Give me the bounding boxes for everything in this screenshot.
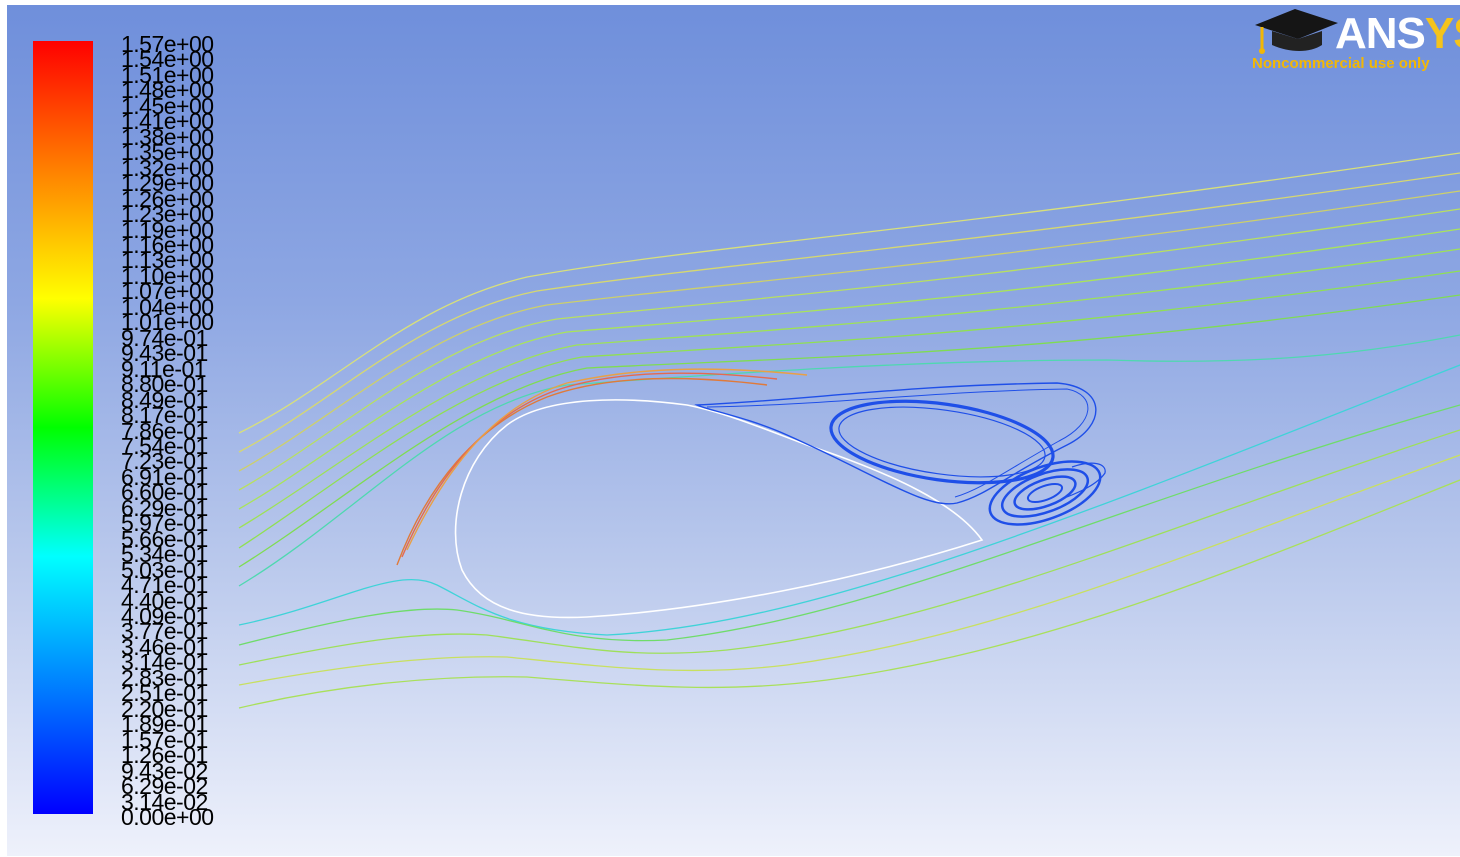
color-bar-tick-label: 3.46e-01 [121,633,208,660]
color-bar-tick-label: 4.09e-01 [121,603,208,630]
color-bar-tick-label: 5.97e-01 [121,510,208,537]
vortex-core-upper [838,406,1046,478]
color-bar-tick-label: 6.60e-01 [121,479,208,506]
graduation-cap-icon [1255,9,1338,54]
streamline [238,294,1460,568]
color-bar-tick-label: 1.16e+00 [121,231,214,258]
color-bar-tick-label: 8.17e-01 [121,402,208,429]
color-bar-tick-label: 1.45e+00 [121,92,214,119]
color-bar-tick-label: 5.03e-01 [121,556,208,583]
color-bar-tick-label: 1.10e+00 [121,262,214,289]
color-bar-tick-label: 1.32e+00 [121,154,214,181]
color-bar-tick-label: 1.07e+00 [121,278,214,305]
streamline [238,334,1460,587]
color-bar-tick-label: 2.51e-01 [121,680,208,707]
color-bar-labels: 1.57e+00 1.54e+00 1.51e+00 1.48e+00 1.45e+00… [121,31,241,829]
color-bar-tick-label: 3.77e-01 [121,618,208,645]
color-bar-tick-label: 6.29e-01 [121,494,208,521]
color-bar-tick-label: 1.57e-01 [121,726,208,753]
streamline [238,248,1460,529]
color-bar-tick-label: 1.48e+00 [121,77,214,104]
color-bar-tick-label: 8.49e-01 [121,386,208,413]
streamline [238,270,1460,549]
color-bar-tick-label: 1.35e+00 [121,139,214,166]
color-bar-tick-label: 7.23e-01 [121,448,208,475]
color-bar-tick-label: 3.14e-01 [121,649,208,676]
streamline [238,152,1460,434]
color-bar-tick-label: 1.29e+00 [121,170,214,197]
streamline [396,377,768,566]
logo-subtitle: Noncommercial use only [1252,55,1430,72]
color-bar [33,41,93,814]
color-bar-tick-label: 9.43e-01 [121,340,208,367]
streamline [238,190,1460,472]
vortex-core-lower [1013,475,1077,511]
vortex-core-lower [1000,468,1090,518]
color-bar-tick-label: 5.34e-01 [121,541,208,568]
ansys-logo: ANSYS Noncommercial use only [1250,5,1460,80]
streamline [238,404,1460,646]
airfoil-outline [454,399,984,619]
color-bar-tick-label: 1.41e+00 [121,108,214,135]
color-bar-tick-label: 4.71e-01 [121,572,208,599]
vortex-core-upper [829,399,1055,485]
color-bar-tick-label: 1.57e+00 [121,31,214,57]
color-bar-tick-label: 5.66e-01 [121,525,208,552]
color-bar-tick-label: 0.00e+00 [121,804,214,830]
color-bar-tick-label: 9.43e-02 [121,757,208,784]
streamline-plot [238,152,1460,709]
vortex-tail [1066,462,1106,498]
vortex-core-lower [1026,482,1064,504]
color-bar-tick-label: 1.01e+00 [121,309,214,336]
logo-wordmark: ANSYS [1335,9,1460,58]
color-bar-tick-label: 1.89e-01 [121,711,208,738]
graphics-viewport[interactable]: 1.57e+00 1.54e+00 1.51e+00 1.48e+00 1.45e+00… [7,5,1460,856]
vortex-core-lower [988,460,1102,526]
streamline [238,454,1460,686]
streamline [238,228,1460,510]
color-bar-tick-label: 2.83e-01 [121,664,208,691]
color-bar-tick-label: 1.38e+00 [121,123,214,150]
streamline [238,429,1460,666]
color-bar-tick-label: 8.80e-01 [121,371,208,398]
color-bar-tick-label: 1.51e+00 [121,61,214,88]
color-bar-tick-label: 1.13e+00 [121,247,214,274]
streamline [238,172,1460,453]
vortex-outer [706,388,1089,498]
color-bar-tick-label: 9.11e-01 [121,355,207,382]
streamline [238,364,1460,636]
color-bar-tick-label: 6.29e-02 [121,773,208,800]
color-bar-tick-label: 6.91e-01 [121,463,208,490]
color-bar-tick-label: 2.20e-01 [121,695,208,722]
color-bar-tick-label: 1.26e-01 [121,742,208,769]
vortex-outer [694,382,1097,505]
streamline [406,368,808,551]
color-bar-tick-label: 1.54e+00 [121,46,214,73]
streamline [238,208,1460,491]
color-bar-tick-label: 1.19e+00 [121,216,214,243]
color-bar-tick-label: 9.74e-01 [121,324,208,351]
color-bar-tick-label: 1.23e+00 [121,201,214,228]
color-bar-tick-label: 4.40e-01 [121,587,208,614]
color-bar-tick-label: 1.04e+00 [121,293,214,320]
color-bar-tick-label: 7.54e-01 [121,432,208,459]
color-bar-tick-label: 3.14e-02 [121,788,208,815]
streamline [238,479,1460,709]
color-bar-tick-label: 1.26e+00 [121,185,214,212]
color-bar-tick-label: 7.86e-01 [121,417,208,444]
streamline [401,372,778,558]
